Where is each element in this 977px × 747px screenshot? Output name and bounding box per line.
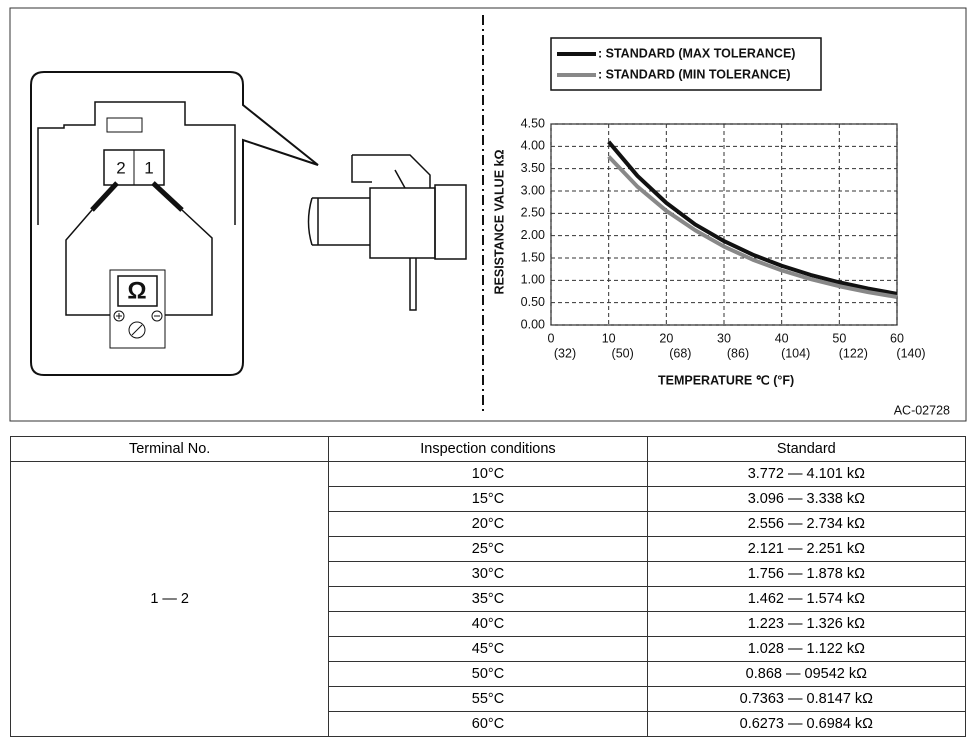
curve — [607, 155, 898, 299]
figure-code: AC-02728 — [894, 403, 950, 417]
y-tick-label: 1.50 — [521, 250, 545, 264]
table-cell: 45°C — [328, 636, 648, 662]
table-row: 1 — 2 10°C 3.772 — 4.101 kΩ — [9, 461, 967, 737]
x-tick-label: 30 — [717, 331, 731, 345]
adjust-knob — [128, 321, 146, 339]
table-row: 35°C 1.462 — 1.574 kΩ — [11, 586, 967, 612]
legend-label: : STANDARD (MAX TOLERANCE) — [598, 46, 795, 60]
table-row: 15°C 3.096 — 3.338 kΩ — [11, 486, 967, 512]
x-tick-label: 60 — [890, 331, 904, 345]
sensor-body — [369, 187, 436, 259]
x-axis-label: TEMPERATURE ℃ (°F) — [658, 373, 794, 387]
table-cell: 10°C — [328, 461, 648, 487]
y-axis-label: RESISTANCE VALUE kΩ — [492, 150, 506, 295]
figure-frame — [9, 7, 967, 422]
terminal-label: 1 — [144, 158, 153, 177]
table-row: 50°C 0.868 — 09542 kΩ — [11, 661, 967, 687]
table-cell: 1.028 — 1.122 kΩ — [646, 636, 967, 662]
terminal-label: 2 — [116, 158, 125, 177]
ohmmeter-display — [117, 275, 158, 307]
table-cell: 0.6273 — 0.6984 kΩ — [646, 711, 967, 737]
x-tick-label-f: (104) — [781, 346, 810, 360]
minus-terminal — [151, 310, 163, 322]
table-cell: 55°C — [328, 686, 648, 712]
table-row: 40°C 1.223 — 1.326 kΩ — [11, 611, 967, 637]
table-cell: 1.462 — 1.574 kΩ — [646, 586, 967, 612]
table-row: 45°C 1.028 — 1.122 kΩ — [11, 636, 967, 662]
table-cell: 1.223 — 1.326 kΩ — [646, 611, 967, 637]
x-tick-label-f: (68) — [669, 346, 691, 360]
x-tick-label: 20 — [659, 331, 673, 345]
table-row: 20°C 2.556 — 2.734 kΩ — [11, 511, 967, 537]
figure: 2 1 Ω TEMPERATURE ℃ (°F) RESISTANCE VALU… — [9, 7, 967, 422]
table-cell: 0.7363 — 0.8147 kΩ — [646, 686, 967, 712]
table-cell: 2.556 — 2.734 kΩ — [646, 511, 967, 537]
connector-body — [37, 101, 236, 225]
x-tick-label-f: (140) — [896, 346, 925, 360]
plus-sign — [116, 313, 122, 319]
y-tick-label: 0.50 — [521, 295, 545, 309]
connector-latch — [106, 117, 143, 133]
y-tick-label: 1.00 — [521, 273, 545, 287]
table-cell: 2.121 — 2.251 kΩ — [646, 536, 967, 562]
curve — [607, 140, 898, 296]
x-tick-label-f: (32) — [554, 346, 576, 360]
table-cell: 3.096 — 3.338 kΩ — [646, 486, 967, 512]
table-cell: 30°C — [328, 561, 648, 587]
x-tick-label-f: (50) — [612, 346, 634, 360]
y-tick-label: 4.00 — [521, 139, 545, 153]
table-row: 60°C 0.6273 — 0.6984 kΩ — [11, 711, 967, 737]
y-tick-label: 3.00 — [521, 183, 545, 197]
table-cell: 60°C — [328, 711, 648, 737]
x-tick-label: 50 — [832, 331, 846, 345]
y-tick-label: 4.50 — [521, 116, 545, 130]
table-row: 30°C 1.756 — 1.878 kΩ — [11, 561, 967, 587]
callout — [30, 71, 319, 376]
x-tick-label: 0 — [548, 331, 555, 345]
x-tick-label: 10 — [602, 331, 616, 345]
plus-terminal — [113, 310, 125, 322]
table-cell: 0.868 — 09542 kΩ — [646, 661, 967, 687]
spec-table: Terminal No. Inspection conditions Standar… — [9, 436, 967, 737]
table-cell: 50°C — [328, 661, 648, 687]
table-cell: 20°C — [328, 511, 648, 537]
sensor-tube — [307, 197, 370, 246]
x-tick-label-f: (122) — [839, 346, 868, 360]
table-cell: Terminal No. — [9, 436, 330, 462]
sensor-pin — [409, 258, 417, 311]
sensor-latch — [351, 154, 431, 189]
y-tick-label: 2.50 — [521, 206, 545, 220]
table-cell: 25°C — [328, 536, 648, 562]
table-cell: 1.756 — 1.878 kΩ — [646, 561, 967, 587]
y-tick-label: 0.00 — [521, 317, 545, 331]
x-tick-label: 40 — [775, 331, 789, 345]
probe-wire — [65, 209, 213, 316]
table-row: Terminal No. Inspection conditions Standar… — [9, 436, 967, 462]
legend-label: : STANDARD (MIN TOLERANCE) — [598, 67, 791, 81]
y-tick-label: 3.50 — [521, 161, 545, 175]
ohmmeter — [109, 269, 166, 349]
table-cell: Inspection conditions — [328, 436, 648, 462]
y-tick-label: 2.00 — [521, 228, 545, 242]
ohm-symbol: Ω — [127, 277, 146, 304]
legend — [550, 37, 822, 91]
table-cell: 35°C — [328, 586, 648, 612]
probe — [151, 181, 184, 212]
table-cell: 3.772 — 4.101 kΩ — [646, 461, 967, 487]
knob-slot — [131, 324, 143, 336]
table-cell: 1 — 2 — [9, 461, 330, 737]
table-cell: 40°C — [328, 611, 648, 637]
table-cell: Standard — [646, 436, 967, 462]
table-cell: 15°C — [328, 486, 648, 512]
probe — [90, 181, 119, 212]
sensor-plug — [434, 184, 467, 260]
x-tick-label-f: (86) — [727, 346, 749, 360]
